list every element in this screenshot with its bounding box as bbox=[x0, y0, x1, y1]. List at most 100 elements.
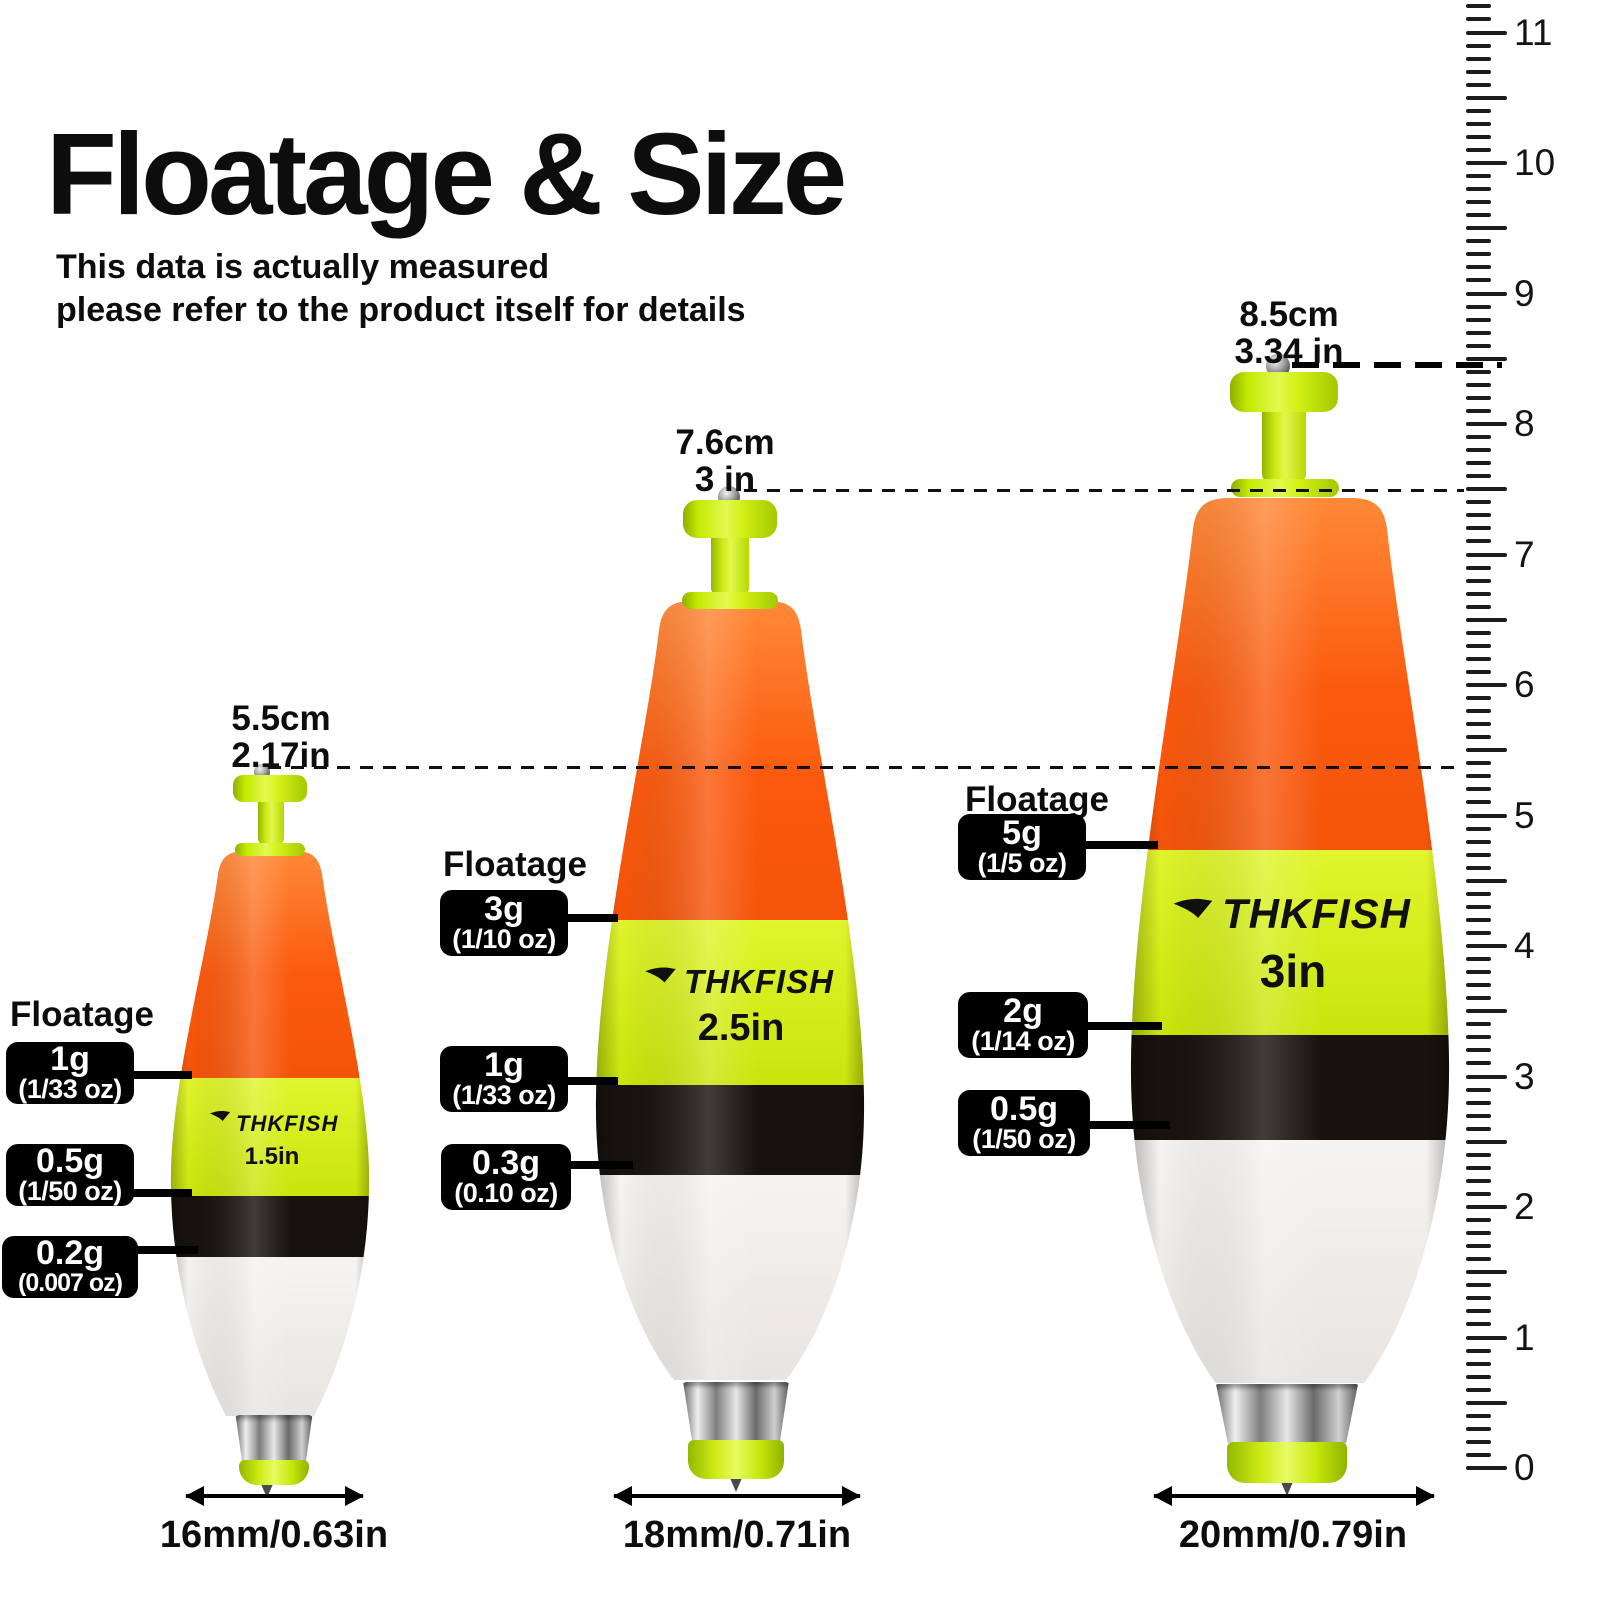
ruler-tick bbox=[1466, 1335, 1507, 1340]
height-line-medium bbox=[744, 489, 1464, 492]
floatage-badge: 0.5g (1/50 oz) bbox=[958, 1090, 1090, 1156]
brand-name: THKFISH bbox=[236, 1111, 338, 1136]
ruler-tick bbox=[1466, 748, 1507, 753]
height-label-large: 8.5cm 3.34 in bbox=[1204, 296, 1374, 370]
floatage-heading-large: Floatage bbox=[965, 780, 1109, 819]
width-label-small: 16mm/0.63in bbox=[159, 1514, 389, 1556]
floatage-heading-medium: Floatage bbox=[443, 845, 587, 884]
ruler-tick bbox=[1466, 1009, 1507, 1014]
cap-top-flange bbox=[1230, 372, 1338, 412]
ruler-tick bbox=[1466, 787, 1491, 792]
page-title: Floatage & Size bbox=[46, 109, 847, 239]
ruler-tick bbox=[1466, 722, 1491, 727]
ruler-tick bbox=[1466, 213, 1491, 218]
ruler-tick bbox=[1466, 1361, 1491, 1366]
height-label-medium: 7.6cm 3 in bbox=[640, 424, 810, 498]
ruler-tick bbox=[1466, 1139, 1507, 1144]
ruler-tick bbox=[1466, 761, 1491, 766]
cap-stem bbox=[258, 800, 284, 846]
ruler-tick bbox=[1466, 1283, 1491, 1288]
ruler-tick bbox=[1466, 1165, 1491, 1170]
cap-bottom-flange bbox=[235, 843, 305, 856]
size-label: 2.5in bbox=[698, 1007, 785, 1049]
ruler-tick bbox=[1466, 252, 1491, 257]
subtitle-line2: please refer to the product itself for d… bbox=[56, 291, 746, 329]
ruler-tick bbox=[1466, 1035, 1491, 1040]
height-metric: 7.6cm bbox=[675, 423, 775, 462]
ruler-tick bbox=[1466, 369, 1491, 374]
brand-mark: THKFISH 2.5in bbox=[645, 963, 834, 1049]
floatage-badge: 5g (1/5 oz) bbox=[958, 814, 1086, 880]
width-arrow-small bbox=[186, 1494, 363, 1498]
floatage-grams: 0.5g bbox=[989, 1090, 1059, 1128]
ruler-tick bbox=[1466, 1022, 1491, 1027]
brand-fish-icon bbox=[209, 1110, 231, 1121]
ruler-tick bbox=[1466, 474, 1491, 479]
ruler-label: 6 bbox=[1514, 664, 1535, 705]
ruler-label: 9 bbox=[1514, 272, 1535, 314]
floatage-heading-small: Floatage bbox=[10, 995, 154, 1034]
floatage-grams: 0.5g bbox=[35, 1142, 105, 1180]
ruler-tick bbox=[1466, 539, 1491, 544]
ruler-tick bbox=[1466, 239, 1491, 244]
ruler-tick bbox=[1466, 683, 1507, 687]
ruler-tick bbox=[1466, 304, 1491, 309]
ruler-tick bbox=[1466, 461, 1491, 466]
ruler-tick bbox=[1466, 343, 1491, 348]
ruler-label: 0 bbox=[1514, 1447, 1535, 1488]
ruler-tick bbox=[1466, 578, 1491, 583]
bottom-cap bbox=[688, 1440, 784, 1479]
ruler-tick bbox=[1466, 1374, 1491, 1379]
floatage-badge: 0.5g (1/50 oz) bbox=[6, 1144, 134, 1206]
ruler-tick bbox=[1466, 1348, 1491, 1353]
cap-top-flange bbox=[683, 500, 777, 538]
ruler-tick bbox=[1466, 82, 1491, 87]
ruler-tick bbox=[1466, 1074, 1507, 1079]
ruler-tick bbox=[1466, 382, 1491, 387]
ruler-tick bbox=[1466, 174, 1491, 179]
bottom-pin-icon bbox=[730, 1478, 742, 1492]
ruler-tick bbox=[1466, 4, 1491, 9]
ruler-tick bbox=[1466, 291, 1507, 296]
ruler-tick bbox=[1466, 1061, 1491, 1066]
ruler-tick bbox=[1466, 1452, 1491, 1457]
width-label-large: 20mm/0.79in bbox=[1178, 1514, 1408, 1556]
ruler-tick bbox=[1466, 69, 1491, 74]
ruler-tick bbox=[1466, 395, 1491, 400]
ruler-tick bbox=[1466, 513, 1491, 518]
floatage-ounces: (1/14 oz) bbox=[971, 1026, 1075, 1056]
ruler-tick bbox=[1466, 604, 1491, 609]
floatage-grams: 3g bbox=[484, 890, 524, 928]
ruler-tick bbox=[1466, 865, 1491, 870]
height-metric: 5.5cm bbox=[231, 699, 331, 738]
floatage-ounces: (1/33 oz) bbox=[452, 1080, 556, 1110]
ruler-tick bbox=[1466, 265, 1491, 270]
ruler-tick bbox=[1466, 1205, 1507, 1209]
ruler-tick bbox=[1466, 1322, 1491, 1327]
floatage-grams: 2g bbox=[1003, 992, 1043, 1030]
ruler-tick bbox=[1466, 1400, 1507, 1405]
brand-mark: THKFISH 1.5in bbox=[209, 1110, 338, 1170]
ruler-tick bbox=[1466, 121, 1491, 126]
bottom-cap bbox=[1227, 1442, 1347, 1483]
ruler-tick bbox=[1466, 1257, 1491, 1262]
lead-weight bbox=[683, 1382, 789, 1441]
ruler-tick bbox=[1466, 1387, 1491, 1392]
ruler-tick bbox=[1466, 565, 1491, 570]
subtitle: This data is actually measured please re… bbox=[56, 246, 746, 332]
brand-name: THKFISH bbox=[684, 963, 834, 1000]
ruler-label: 7 bbox=[1514, 533, 1535, 575]
ruler-tick bbox=[1466, 1100, 1491, 1105]
badge-connector bbox=[1086, 1022, 1162, 1030]
width-arrow-large bbox=[1154, 1494, 1434, 1498]
floatage-badge: 0.2g (0.007 oz) bbox=[2, 1236, 138, 1298]
ruler-tick bbox=[1466, 317, 1491, 322]
ruler-tick bbox=[1466, 134, 1491, 139]
badge-connector bbox=[1084, 841, 1158, 849]
badge-connector bbox=[569, 1161, 633, 1169]
ruler-label: 2 bbox=[1514, 1186, 1535, 1227]
floatage-grams: 1g bbox=[484, 1046, 524, 1084]
ruler-tick bbox=[1466, 1296, 1491, 1301]
float-body: THKFISH 1.5in bbox=[170, 851, 370, 1416]
ruler-tick bbox=[1466, 278, 1491, 283]
